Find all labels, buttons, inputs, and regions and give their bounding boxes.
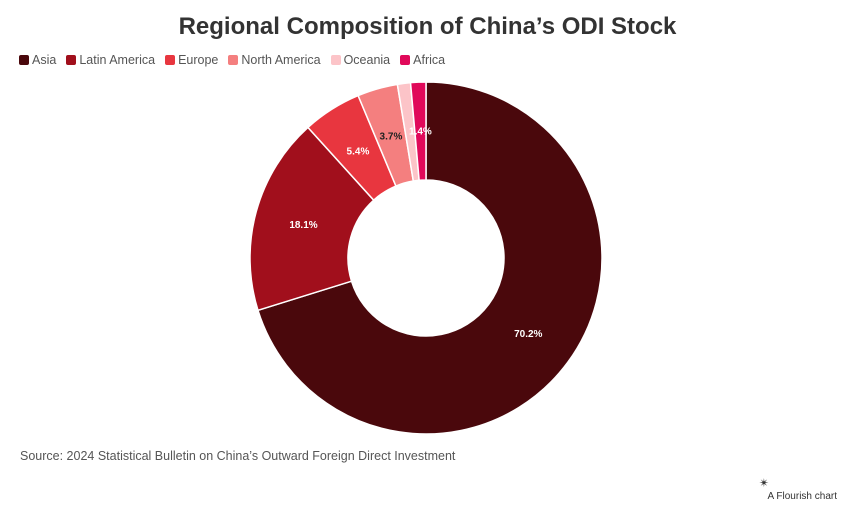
flourish-credit[interactable]: ✴ A Flourish chart bbox=[759, 477, 837, 502]
legend-label-asia: Asia bbox=[32, 53, 57, 67]
flourish-logo-icon: ✴ bbox=[758, 476, 769, 490]
donut-slices bbox=[249, 81, 603, 435]
slice-latin-america[interactable] bbox=[249, 126, 375, 312]
legend-swatch-north-america bbox=[228, 55, 239, 65]
chart-title: Regional Composition of China’s ODI Stoc… bbox=[178, 13, 677, 40]
source-note: Source: 2024 Statistical Bulletin on Chi… bbox=[20, 449, 456, 463]
legend-item-asia[interactable]: Asia bbox=[19, 53, 56, 67]
slice-label-asia: 70.2% bbox=[514, 329, 542, 340]
legend-label-oceania: Oceania bbox=[343, 53, 391, 67]
legend-swatch-latin-america bbox=[66, 55, 77, 65]
flourish-credit-text: A Flourish chart bbox=[767, 491, 837, 502]
slice-label-europe: 5.4% bbox=[347, 146, 370, 157]
slice-label-africa: 1.4% bbox=[409, 127, 432, 138]
legend: Asia Latin America Europe North America … bbox=[19, 53, 445, 67]
legend-label-europe: Europe bbox=[178, 53, 219, 67]
legend-swatch-europe bbox=[165, 55, 176, 65]
slice-label-latin-america: 18.1% bbox=[289, 220, 317, 231]
legend-item-north-america[interactable]: North America bbox=[228, 53, 321, 67]
legend-item-latin-america[interactable]: Latin America bbox=[66, 53, 155, 67]
slice-africa[interactable] bbox=[409, 81, 427, 182]
legend-label-africa: Africa bbox=[413, 53, 446, 67]
legend-label-north-america: North America bbox=[241, 53, 321, 67]
slice-label-north-america: 3.7% bbox=[380, 131, 403, 142]
legend-label-latin-america: Latin America bbox=[79, 53, 156, 67]
donut-slice-labels: 70.2% 18.1% 5.4% 3.7% 1.4% bbox=[289, 127, 542, 340]
slice-asia[interactable] bbox=[257, 81, 603, 435]
legend-item-europe[interactable]: Europe bbox=[165, 53, 218, 67]
legend-swatch-asia bbox=[19, 55, 29, 65]
legend-swatch-oceania bbox=[330, 55, 341, 65]
legend-item-oceania[interactable]: Oceania bbox=[330, 53, 391, 67]
legend-swatch-africa bbox=[400, 55, 411, 65]
legend-item-africa[interactable]: Africa bbox=[400, 53, 445, 67]
